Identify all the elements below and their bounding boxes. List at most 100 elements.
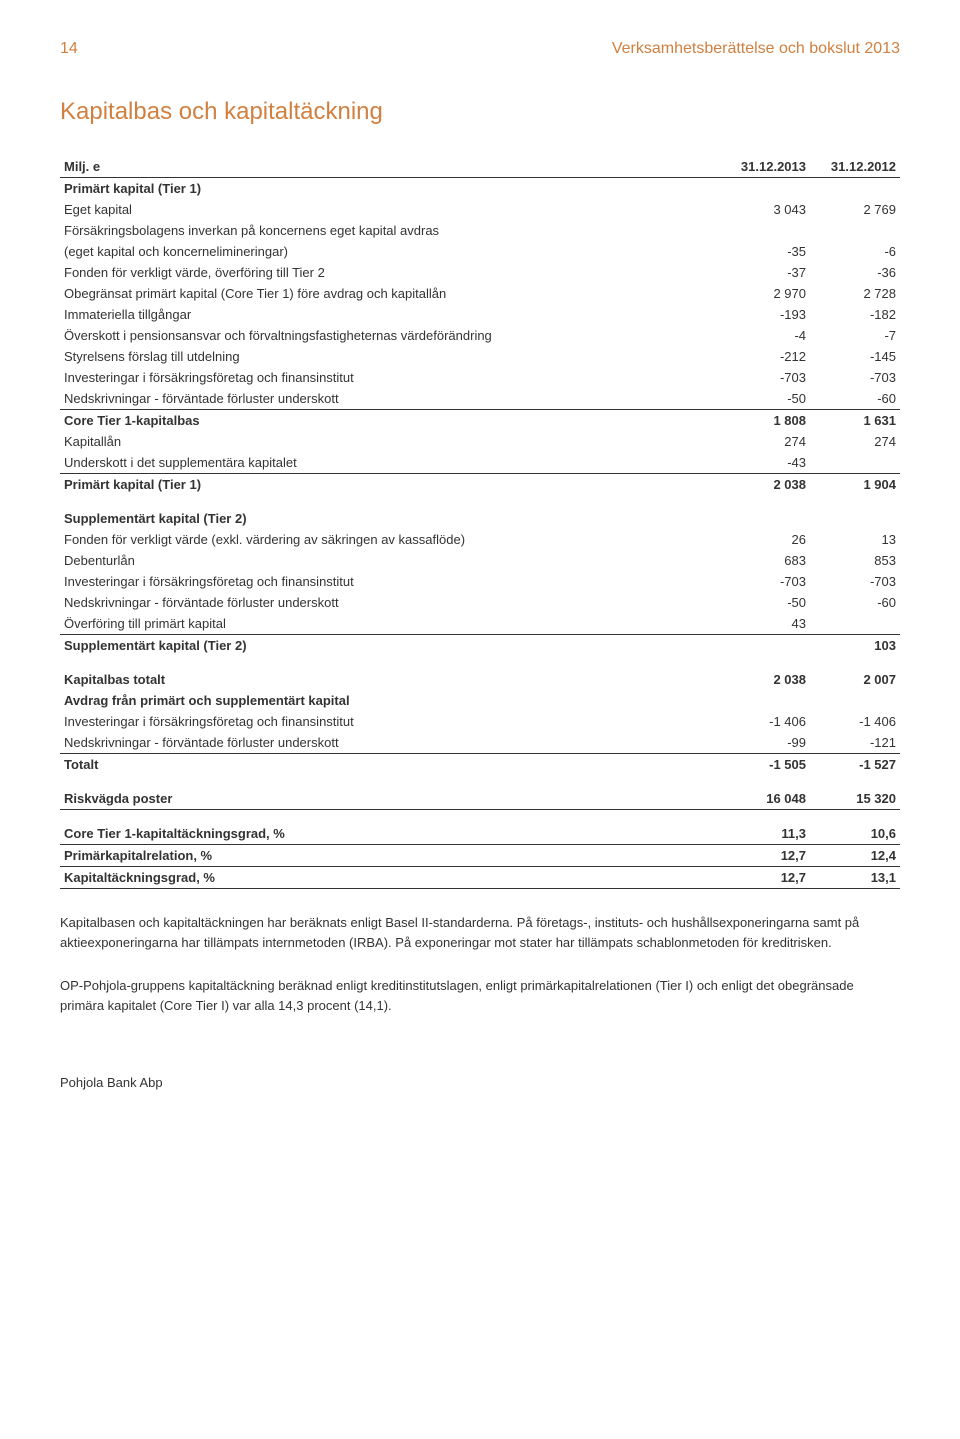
table-row: Försäkringsbolagens inverkan på koncerne… bbox=[60, 220, 900, 241]
footer-company: Pohjola Bank Abp bbox=[60, 1075, 900, 1090]
row-label: Obegränsat primärt kapital (Core Tier 1)… bbox=[60, 283, 720, 304]
row-value-1: 12,7 bbox=[720, 845, 810, 867]
row-value-1: 274 bbox=[720, 431, 810, 452]
table-row: Core Tier 1-kapitaltäckningsgrad, %11,31… bbox=[60, 810, 900, 845]
table-row: Primärkapitalrelation, %12,712,4 bbox=[60, 845, 900, 867]
table-row: Fonden för verkligt värde, överföring ti… bbox=[60, 262, 900, 283]
row-label: Styrelsens förslag till utdelning bbox=[60, 346, 720, 367]
row-label: Kapitalbas totalt bbox=[60, 656, 720, 690]
row-label: Primärkapitalrelation, % bbox=[60, 845, 720, 867]
row-value-2 bbox=[810, 613, 900, 635]
row-label: Överföring till primärt kapital bbox=[60, 613, 720, 635]
row-value-2: -60 bbox=[810, 592, 900, 613]
row-value-1: -99 bbox=[720, 732, 810, 754]
page: 14 Verksamhetsberättelse och bokslut 201… bbox=[0, 0, 960, 1130]
table-row: Investeringar i försäkringsföretag och f… bbox=[60, 367, 900, 388]
row-label: Nedskrivningar - förväntade förluster un… bbox=[60, 388, 720, 410]
row-value-1 bbox=[720, 690, 810, 711]
row-value-1 bbox=[720, 495, 810, 529]
row-label: Totalt bbox=[60, 754, 720, 776]
table-header-row: Milj. e31.12.201331.12.2012 bbox=[60, 156, 900, 178]
row-value-1: 2 038 bbox=[720, 474, 810, 496]
header-title: Verksamhetsberättelse och bokslut 2013 bbox=[612, 40, 900, 58]
row-label: Investeringar i försäkringsföretag och f… bbox=[60, 711, 720, 732]
row-value-2: -7 bbox=[810, 325, 900, 346]
row-value-2: 15 320 bbox=[810, 775, 900, 810]
row-value-1: -703 bbox=[720, 571, 810, 592]
table-row: Totalt-1 505-1 527 bbox=[60, 754, 900, 776]
row-value-1: 43 bbox=[720, 613, 810, 635]
row-label: Nedskrivningar - förväntade förluster un… bbox=[60, 592, 720, 613]
row-value-1: 1 808 bbox=[720, 410, 810, 432]
row-value-2: 13 bbox=[810, 529, 900, 550]
row-value-2: -182 bbox=[810, 304, 900, 325]
paragraph-1: Kapitalbasen och kapitaltäckningen har b… bbox=[60, 913, 900, 952]
row-label: Immateriella tillgångar bbox=[60, 304, 720, 325]
row-value-1 bbox=[720, 635, 810, 657]
row-value-1: -1 406 bbox=[720, 711, 810, 732]
row-value-2: 2 769 bbox=[810, 199, 900, 220]
row-label: Core Tier 1-kapitalbas bbox=[60, 410, 720, 432]
row-label: Eget kapital bbox=[60, 199, 720, 220]
row-value-2: 12,4 bbox=[810, 845, 900, 867]
table-row: Investeringar i försäkringsföretag och f… bbox=[60, 571, 900, 592]
row-value-2 bbox=[810, 690, 900, 711]
row-value-1: -193 bbox=[720, 304, 810, 325]
section-title: Kapitalbas och kapitaltäckning bbox=[60, 98, 900, 126]
row-label: Investeringar i försäkringsföretag och f… bbox=[60, 367, 720, 388]
row-value-1: -37 bbox=[720, 262, 810, 283]
row-value-1: 683 bbox=[720, 550, 810, 571]
row-value-1: 12,7 bbox=[720, 867, 810, 889]
row-value-1: 26 bbox=[720, 529, 810, 550]
table-row: Kapitalbas totalt2 0382 007 bbox=[60, 656, 900, 690]
row-label: Supplementärt kapital (Tier 2) bbox=[60, 635, 720, 657]
row-label: Debenturlån bbox=[60, 550, 720, 571]
row-value-2: -145 bbox=[810, 346, 900, 367]
row-label: Riskvägda poster bbox=[60, 775, 720, 810]
row-label: Försäkringsbolagens inverkan på koncerne… bbox=[60, 220, 720, 241]
row-value-2 bbox=[810, 178, 900, 200]
row-label: Överskott i pensionsansvar och förvaltni… bbox=[60, 325, 720, 346]
table-row: Primärt kapital (Tier 1)2 0381 904 bbox=[60, 474, 900, 496]
row-label: Primärt kapital (Tier 1) bbox=[60, 178, 720, 200]
row-label: Kapitaltäckningsgrad, % bbox=[60, 867, 720, 889]
row-value-2: 2 007 bbox=[810, 656, 900, 690]
row-value-1: 16 048 bbox=[720, 775, 810, 810]
page-number: 14 bbox=[60, 40, 78, 58]
table-row: Eget kapital3 0432 769 bbox=[60, 199, 900, 220]
table-row: Supplementärt kapital (Tier 2)103 bbox=[60, 635, 900, 657]
row-value-1: -212 bbox=[720, 346, 810, 367]
table-row: Obegränsat primärt kapital (Core Tier 1)… bbox=[60, 283, 900, 304]
page-header: 14 Verksamhetsberättelse och bokslut 201… bbox=[60, 40, 900, 58]
col-head-y1: 31.12.2013 bbox=[720, 156, 810, 178]
row-label: Avdrag från primärt och supplementärt ka… bbox=[60, 690, 720, 711]
table-row: (eget kapital och koncernelimineringar)-… bbox=[60, 241, 900, 262]
row-value-2 bbox=[810, 495, 900, 529]
table-row: Nedskrivningar - förväntade förluster un… bbox=[60, 388, 900, 410]
row-value-2: 1 631 bbox=[810, 410, 900, 432]
row-value-2 bbox=[810, 220, 900, 241]
table-row: Överskott i pensionsansvar och förvaltni… bbox=[60, 325, 900, 346]
row-value-2: -703 bbox=[810, 367, 900, 388]
row-value-1 bbox=[720, 178, 810, 200]
row-value-2: -121 bbox=[810, 732, 900, 754]
row-value-2: 13,1 bbox=[810, 867, 900, 889]
row-value-2: 274 bbox=[810, 431, 900, 452]
paragraph-2: OP-Pohjola-gruppens kapitaltäckning berä… bbox=[60, 976, 900, 1015]
row-label: Underskott i det supplementära kapitalet bbox=[60, 452, 720, 474]
row-label: Core Tier 1-kapitaltäckningsgrad, % bbox=[60, 810, 720, 845]
row-value-2: -36 bbox=[810, 262, 900, 283]
row-value-2: 2 728 bbox=[810, 283, 900, 304]
row-value-1: -703 bbox=[720, 367, 810, 388]
row-label: Kapitallån bbox=[60, 431, 720, 452]
row-value-2: -60 bbox=[810, 388, 900, 410]
col-head-y2: 31.12.2012 bbox=[810, 156, 900, 178]
table-row: Supplementärt kapital (Tier 2) bbox=[60, 495, 900, 529]
row-value-2: 1 904 bbox=[810, 474, 900, 496]
table-row: Nedskrivningar - förväntade förluster un… bbox=[60, 592, 900, 613]
financial-table: Milj. e31.12.201331.12.2012Primärt kapit… bbox=[60, 156, 900, 889]
row-value-1: -35 bbox=[720, 241, 810, 262]
row-value-1: 11,3 bbox=[720, 810, 810, 845]
table-row: Riskvägda poster16 04815 320 bbox=[60, 775, 900, 810]
table-row: Kapitallån274274 bbox=[60, 431, 900, 452]
